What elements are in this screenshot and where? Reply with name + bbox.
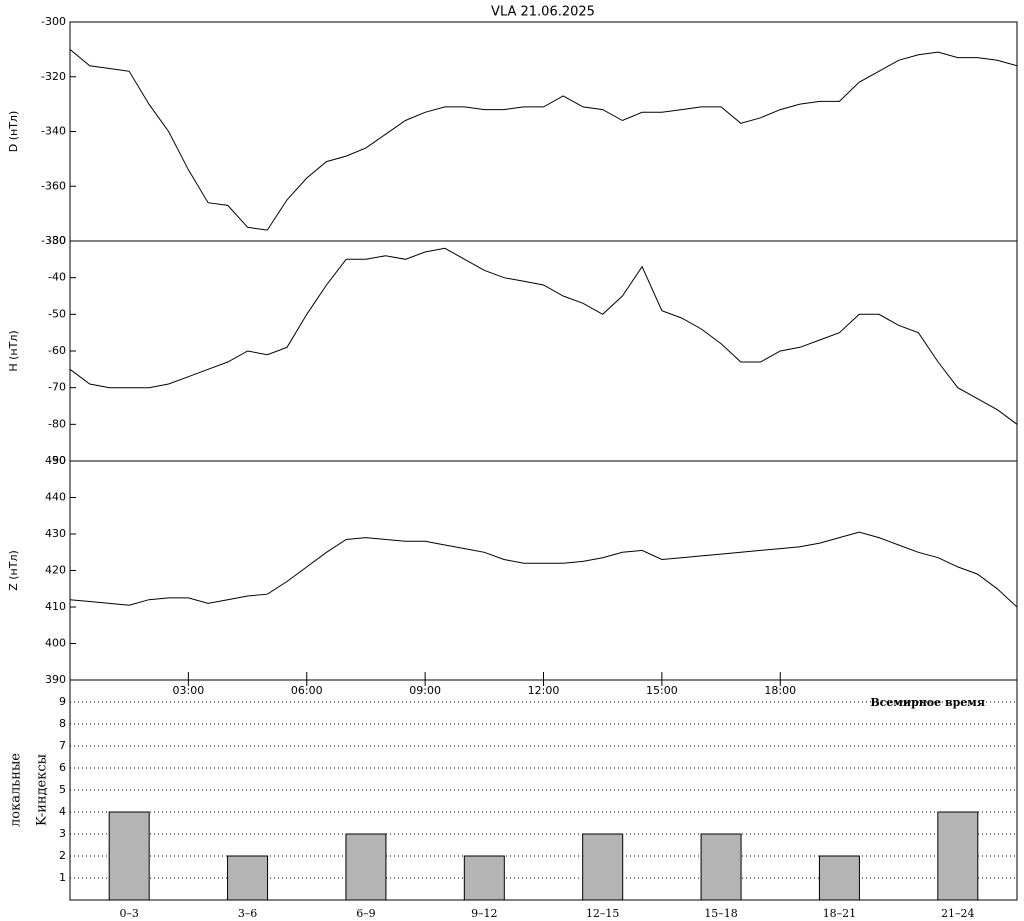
- x-tick-label: 03:00: [173, 684, 205, 697]
- bar: [700, 833, 742, 901]
- y-tick-label: -360: [41, 179, 66, 192]
- y-tick-label: -320: [41, 70, 66, 83]
- y-tick-label: -340: [41, 125, 66, 138]
- x-tick-label: 6–9: [356, 907, 376, 920]
- x-tick-label: 9–12: [471, 907, 498, 920]
- y-tick-label: 9: [59, 695, 66, 708]
- y-tick-label: 390: [45, 673, 66, 686]
- bar: [937, 811, 979, 901]
- x-tick-label: 12–15: [586, 907, 620, 920]
- x-tick-label: 12:00: [528, 684, 560, 697]
- y-tick-label: -80: [48, 417, 66, 430]
- x-tick-label: 15:00: [646, 684, 678, 697]
- data-line: [69, 247, 1018, 425]
- y-axis-label: H (нТл): [7, 330, 20, 371]
- y-tick-label: 5: [59, 783, 66, 796]
- y-tick-label: -60: [48, 344, 66, 357]
- chart-title: VLA 21.06.2025: [491, 5, 595, 20]
- y-tick-label: 410: [45, 600, 66, 613]
- x-tick-label: 18–21: [823, 907, 857, 920]
- y-axis-label: Z (нТл): [7, 550, 20, 591]
- y-tick-label: 2: [59, 849, 66, 862]
- x-tick-label: 15–18: [704, 907, 738, 920]
- x-tick-label: 09:00: [409, 684, 441, 697]
- plot-frame: [69, 240, 1018, 462]
- y-tick-label: 4: [59, 805, 66, 818]
- data-line: [69, 531, 1018, 608]
- y-tick-label: 3: [59, 827, 66, 840]
- x-tick-label: 18:00: [764, 684, 796, 697]
- y-tick-label: -90: [48, 454, 66, 467]
- y-axis-label: локальные: [9, 753, 24, 827]
- y-tick-label: 430: [45, 527, 66, 540]
- y-tick-label: 1: [59, 871, 66, 884]
- y-tick-label: 440: [45, 491, 66, 504]
- y-tick-label: -70: [48, 381, 66, 394]
- bar: [818, 855, 860, 901]
- x-tick-label: 06:00: [291, 684, 323, 697]
- bar: [108, 811, 150, 901]
- y-tick-label: 400: [45, 637, 66, 650]
- plot-frame: [69, 21, 1018, 242]
- y-tick-label: -380: [41, 234, 66, 247]
- x-tick-label: 0–3: [119, 907, 139, 920]
- y-tick-label: 7: [59, 739, 66, 752]
- y-axis-label: K-индексы: [35, 754, 50, 826]
- y-tick-label: -30: [48, 234, 66, 247]
- bar: [463, 855, 505, 901]
- y-tick-label: -50: [48, 307, 66, 320]
- y-tick-label: 450: [45, 454, 66, 467]
- y-tick-label: 6: [59, 761, 66, 774]
- data-line: [69, 49, 1018, 231]
- bar: [345, 833, 387, 901]
- bar: [227, 855, 269, 901]
- x-axis-label: Всемирное время: [870, 696, 985, 709]
- plot-frame: [69, 460, 1018, 681]
- x-tick-label: 3–6: [238, 907, 258, 920]
- y-tick-label: -300: [41, 15, 66, 28]
- y-axis-label: D (нТл): [7, 111, 20, 153]
- x-tick-label: 21–24: [941, 907, 975, 920]
- y-tick-label: 420: [45, 564, 66, 577]
- bar: [582, 833, 624, 901]
- y-tick-label: 8: [59, 717, 66, 730]
- y-tick-label: -40: [48, 271, 66, 284]
